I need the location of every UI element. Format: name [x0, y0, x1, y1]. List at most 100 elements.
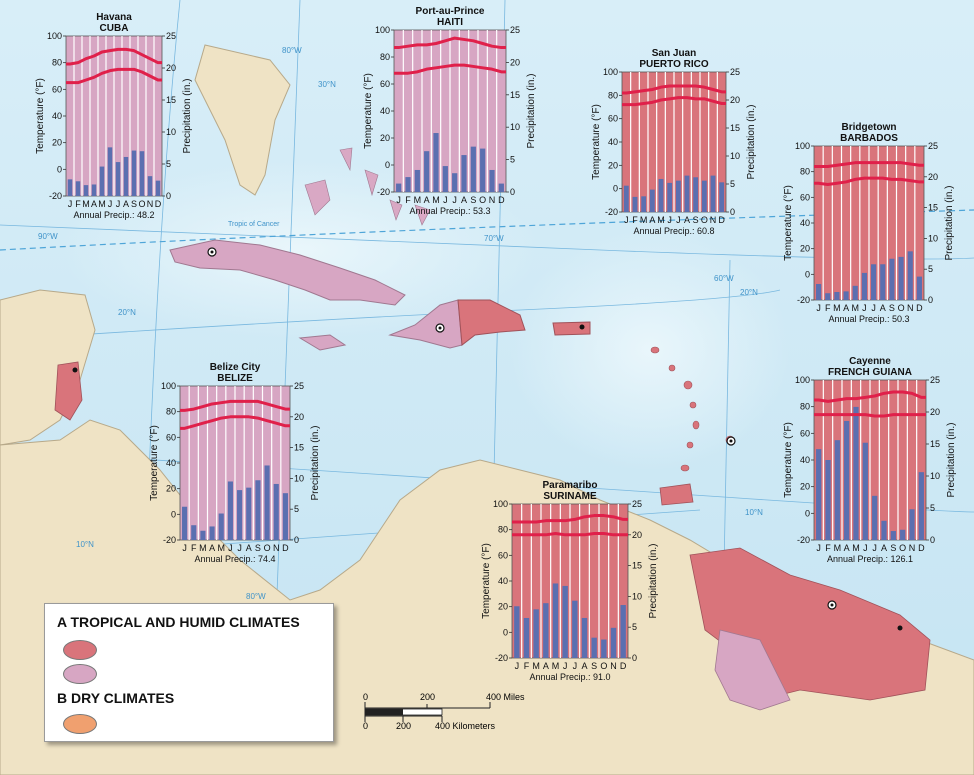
month-label: F	[405, 195, 411, 205]
precip-bar-n-10	[489, 169, 495, 192]
month-label: J	[182, 543, 187, 553]
guianas-wetdry	[714, 629, 791, 711]
precip-tick-label: 0	[632, 653, 637, 663]
precip-bar-f-1	[523, 617, 530, 658]
temp-tick-label: 20	[52, 138, 62, 148]
precip-tick-label: 15	[928, 203, 938, 213]
temp-tick-label: -20	[797, 295, 810, 305]
chart-city: Cayenne	[849, 356, 891, 367]
month-label: J	[872, 543, 877, 553]
florida	[194, 44, 291, 196]
scale-km-0: 0	[363, 721, 368, 730]
precip-bar-d-11	[719, 182, 725, 212]
precip-bar-o-9	[900, 529, 906, 540]
temp-high-line	[814, 161, 924, 169]
temp-tick-label: 60	[380, 79, 390, 89]
temp-tick-label: 20	[166, 484, 176, 494]
temp-tick-label: -20	[495, 653, 508, 663]
temp-tick-label: 40	[52, 111, 62, 121]
month-label: A	[123, 199, 129, 209]
precip-bar-d-11	[620, 605, 626, 658]
precip-bar-j-0	[67, 179, 73, 196]
precip-bar-m-4	[658, 178, 664, 212]
month-label: F	[524, 661, 530, 671]
precip-bar-s-8	[591, 637, 597, 658]
month-label: N	[489, 195, 496, 205]
month-label: J	[237, 543, 242, 553]
month-label: J	[676, 215, 681, 225]
city-markers	[72, 247, 903, 631]
temp-high-line	[394, 36, 506, 50]
month-label: J	[871, 303, 876, 313]
month-label: A	[844, 543, 850, 553]
precip-bar-a-7	[461, 155, 467, 192]
precip-bar-n-10	[610, 627, 617, 658]
precip-axis-label: Precipitation (in.)	[182, 78, 193, 153]
precip-bar-n-10	[907, 251, 913, 300]
climograph-paramaribo: Paramaribo SURINAME 100 80 60 40 20 0 -20 25 20 15 1…	[480, 478, 662, 692]
climograph-san-juan: San Juan PUERTO RICO 100 80 60 40 20 0 -20 25 20 15…	[590, 46, 760, 246]
month-label: J	[116, 199, 121, 209]
precip-tick-label: 0	[730, 207, 735, 217]
month-label: J	[68, 199, 73, 209]
precip-bar-j-5	[862, 442, 868, 540]
precip-tick-label: 15	[294, 443, 304, 453]
month-label: O	[600, 661, 607, 671]
month-label: J	[624, 215, 629, 225]
temp-tick-label: -20	[49, 191, 62, 201]
month-label: J	[816, 303, 821, 313]
temp-tick-label: 60	[52, 84, 62, 94]
temp-tick-label: 80	[498, 525, 508, 535]
precip-bar-j-6	[115, 162, 121, 196]
legend-box: A TROPICAL AND HUMID CLIMATES B DRY CLIM…	[44, 603, 334, 742]
month-label: O	[264, 543, 271, 553]
month-label: M	[414, 195, 422, 205]
temp-tick-label: 20	[380, 133, 390, 143]
annual-precip: Annual Precip.: 74.4	[194, 554, 275, 564]
precip-bar-j-5	[861, 272, 867, 300]
month-label: J	[863, 543, 868, 553]
month-label: F	[191, 543, 197, 553]
annual-precip: Annual Precip.: 48.2	[73, 210, 154, 220]
climograph-havana: Havana CUBA 100 80 60 40 20 0 -20 25 20 15 10 5 0 J F M A M…	[34, 10, 196, 230]
month-label: D	[718, 215, 725, 225]
temp-tick-label: 40	[800, 455, 810, 465]
month-label: F	[825, 303, 831, 313]
temp-low-line	[394, 63, 506, 75]
precip-tick-label: 5	[730, 179, 735, 189]
precip-tick-label: 0	[166, 191, 171, 201]
precip-axis-label: Precipitation (in.)	[310, 425, 321, 500]
temp-tick-label: 40	[498, 576, 508, 586]
temp-tick-label: 60	[498, 550, 508, 560]
temp-tick-label: 100	[795, 141, 810, 151]
month-label: M	[98, 199, 106, 209]
chart-country: SURINAME	[543, 491, 597, 502]
precip-tick-label: 15	[632, 561, 642, 571]
precip-bar-o-9	[264, 465, 270, 540]
temp-tick-label: 40	[800, 218, 810, 228]
climograph-belize-city: Belize City BELIZE 100 80 60 40 20 0 -20 25 20 15 10…	[148, 360, 324, 574]
precip-tick-label: 20	[632, 530, 642, 540]
annual-precip: Annual Precip.: 126.1	[827, 554, 913, 564]
temp-tick-label: 100	[603, 67, 618, 77]
precip-bar-a-7	[123, 156, 129, 196]
precip-bar-a-3	[844, 420, 850, 540]
precip-bar-d-11	[282, 493, 288, 540]
month-label: J	[816, 543, 821, 553]
trinidad	[659, 483, 694, 506]
precip-bar-f-1	[191, 525, 197, 540]
temp-tick-label: 80	[608, 90, 618, 100]
precip-bar-a-7	[246, 487, 252, 540]
precip-axis-label: Precipitation (in.)	[526, 73, 537, 148]
month-label: A	[649, 215, 655, 225]
temp-tick-label: 60	[800, 192, 810, 202]
climograph-svg: Belize CityBELIZE100806040200-2025201510…	[149, 362, 321, 564]
temp-high-line	[622, 84, 726, 95]
month-label: J	[563, 661, 568, 671]
month-label: A	[543, 661, 549, 671]
cuba	[169, 239, 406, 306]
month-label: O	[701, 215, 708, 225]
month-label: M	[852, 543, 860, 553]
